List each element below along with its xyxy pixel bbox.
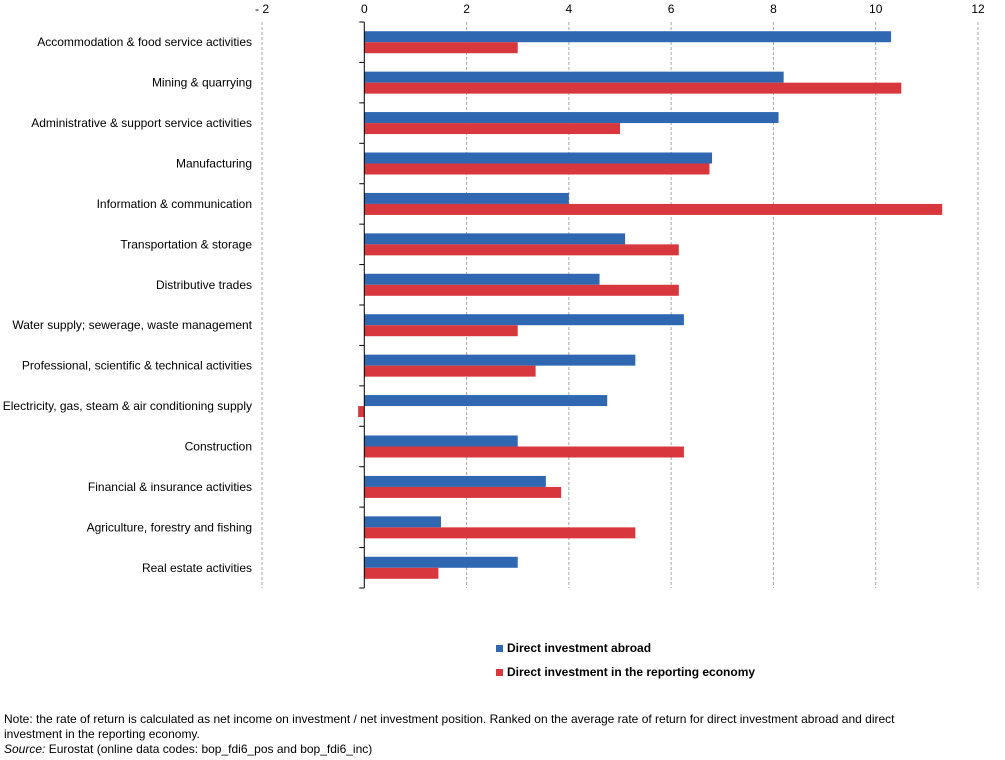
bar-direct-investment-reporting xyxy=(364,527,636,539)
bar-chart: - 2 0 2 4 6 8 10 12 Accommodation & food service… xyxy=(3,2,985,589)
bar-direct-investment-reporting xyxy=(364,42,518,54)
x-tick-label: 2 xyxy=(463,2,470,16)
bar-direct-investment-abroad xyxy=(364,395,608,407)
bar-direct-investment-abroad xyxy=(364,71,784,83)
category-label: Electricity, gas, steam & air conditioni… xyxy=(3,399,252,413)
bar-direct-investment-reporting xyxy=(364,203,943,215)
bar-direct-investment-abroad xyxy=(364,31,892,43)
bar-direct-investment-abroad xyxy=(364,273,600,285)
bar-direct-investment-abroad xyxy=(364,556,518,568)
category-label: Water supply; sewerage, waste management xyxy=(12,318,252,332)
chart-legend: Direct investment abroad Direct investme… xyxy=(496,636,755,684)
x-tick-label: 12 xyxy=(971,2,985,16)
x-tick-label: 6 xyxy=(668,2,675,16)
source-line: Source: Eurostat (online data codes: bop… xyxy=(4,742,904,757)
source-text: Eurostat (online data codes: bop_fdi6_po… xyxy=(45,742,373,756)
bar-direct-investment-reporting xyxy=(358,406,365,418)
bar-direct-investment-abroad xyxy=(364,516,441,528)
category-label: Construction xyxy=(185,440,252,454)
legend-item-reporting: Direct investment in the reporting econo… xyxy=(496,660,755,684)
category-label: Professional, scientific & technical act… xyxy=(22,359,252,373)
x-tick-label: 0 xyxy=(361,2,368,16)
note-text: Note: the rate of return is calculated a… xyxy=(4,712,895,741)
bar-direct-investment-reporting xyxy=(364,365,536,377)
category-label: Accommodation & food service activities xyxy=(37,35,252,49)
bar-direct-investment-abroad xyxy=(364,112,779,124)
bar-direct-investment-abroad xyxy=(364,475,546,487)
bar-direct-investment-abroad xyxy=(364,152,713,164)
chart-note: Note: the rate of return is calculated a… xyxy=(4,712,904,757)
bar-direct-investment-reporting xyxy=(364,567,439,579)
category-label: Distributive trades xyxy=(156,278,252,292)
x-tick-label: 8 xyxy=(770,2,777,16)
bar-direct-investment-abroad xyxy=(364,192,569,204)
category-label: Information & communication xyxy=(97,197,252,211)
bar-direct-investment-reporting xyxy=(364,163,710,175)
category-label: Administrative & support service activit… xyxy=(31,116,252,130)
category-label: Real estate activities xyxy=(142,561,252,575)
x-tick-label: 10 xyxy=(869,2,883,16)
bar-direct-investment-reporting xyxy=(364,486,562,498)
bar-direct-investment-reporting xyxy=(364,284,679,296)
legend-swatch-abroad xyxy=(496,644,503,652)
bar-direct-investment-abroad xyxy=(364,354,636,366)
bar-direct-investment-reporting xyxy=(364,446,684,458)
bar-direct-investment-reporting xyxy=(364,325,518,337)
bar-direct-investment-abroad xyxy=(364,314,684,326)
legend-swatch-reporting xyxy=(496,668,503,676)
x-tick-label: 4 xyxy=(566,2,573,16)
legend-label-reporting: Direct investment in the reporting econo… xyxy=(507,665,756,679)
bar-direct-investment-reporting xyxy=(364,244,679,256)
source-label: Source: xyxy=(4,742,46,756)
category-label: Transportation & storage xyxy=(120,237,252,251)
category-label: Manufacturing xyxy=(176,157,252,171)
bar-direct-investment-reporting xyxy=(364,123,620,135)
legend-item-abroad: Direct investment abroad xyxy=(496,636,755,660)
bar-direct-investment-abroad xyxy=(364,233,626,245)
category-label: Mining & quarrying xyxy=(152,76,252,90)
bar-direct-investment-abroad xyxy=(364,435,518,447)
x-tick-label: - 2 xyxy=(255,2,269,16)
category-label: Agriculture, forestry and fishing xyxy=(87,520,252,534)
category-label: Financial & insurance activities xyxy=(88,480,252,494)
bar-direct-investment-reporting xyxy=(364,82,902,94)
legend-label-abroad: Direct investment abroad xyxy=(507,641,652,655)
